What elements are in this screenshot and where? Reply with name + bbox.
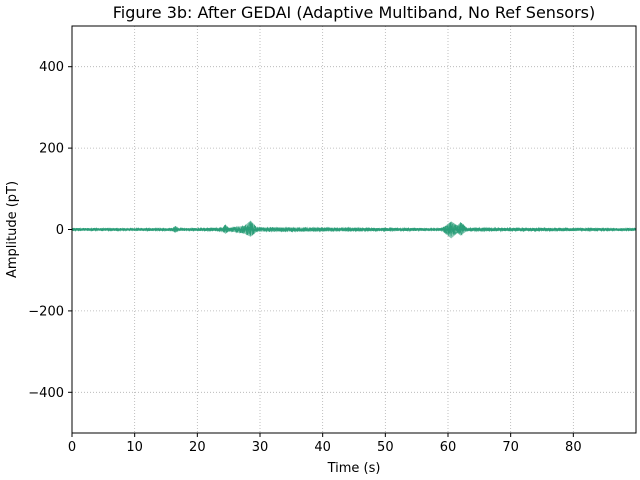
y-tick-label: −200	[28, 304, 64, 319]
signal-traces	[71, 220, 637, 239]
axis-ticks: 0 10 20 30 40 50 60 70 80 −400 −200 0 200 400	[28, 60, 581, 455]
x-tick-label: 80	[565, 440, 582, 455]
x-axis-label: Time (s)	[327, 461, 381, 476]
x-tick-label: 10	[126, 440, 143, 455]
x-tick-label: 60	[440, 440, 457, 455]
x-tick-label: 20	[189, 440, 206, 455]
x-tick-label: 30	[252, 440, 269, 455]
x-tick-label: 50	[377, 440, 394, 455]
y-tick-label: 400	[39, 60, 64, 75]
y-tick-label: 0	[56, 223, 64, 238]
y-tick-label: 200	[39, 142, 64, 157]
y-tick-label: −400	[28, 386, 64, 401]
chart-title: Figure 3b: After GEDAI (Adaptive Multiba…	[113, 3, 595, 22]
x-tick-label: 0	[68, 440, 76, 455]
x-tick-label: 70	[502, 440, 519, 455]
y-axis-label: Amplitude (pT)	[5, 181, 20, 278]
x-tick-label: 40	[314, 440, 331, 455]
